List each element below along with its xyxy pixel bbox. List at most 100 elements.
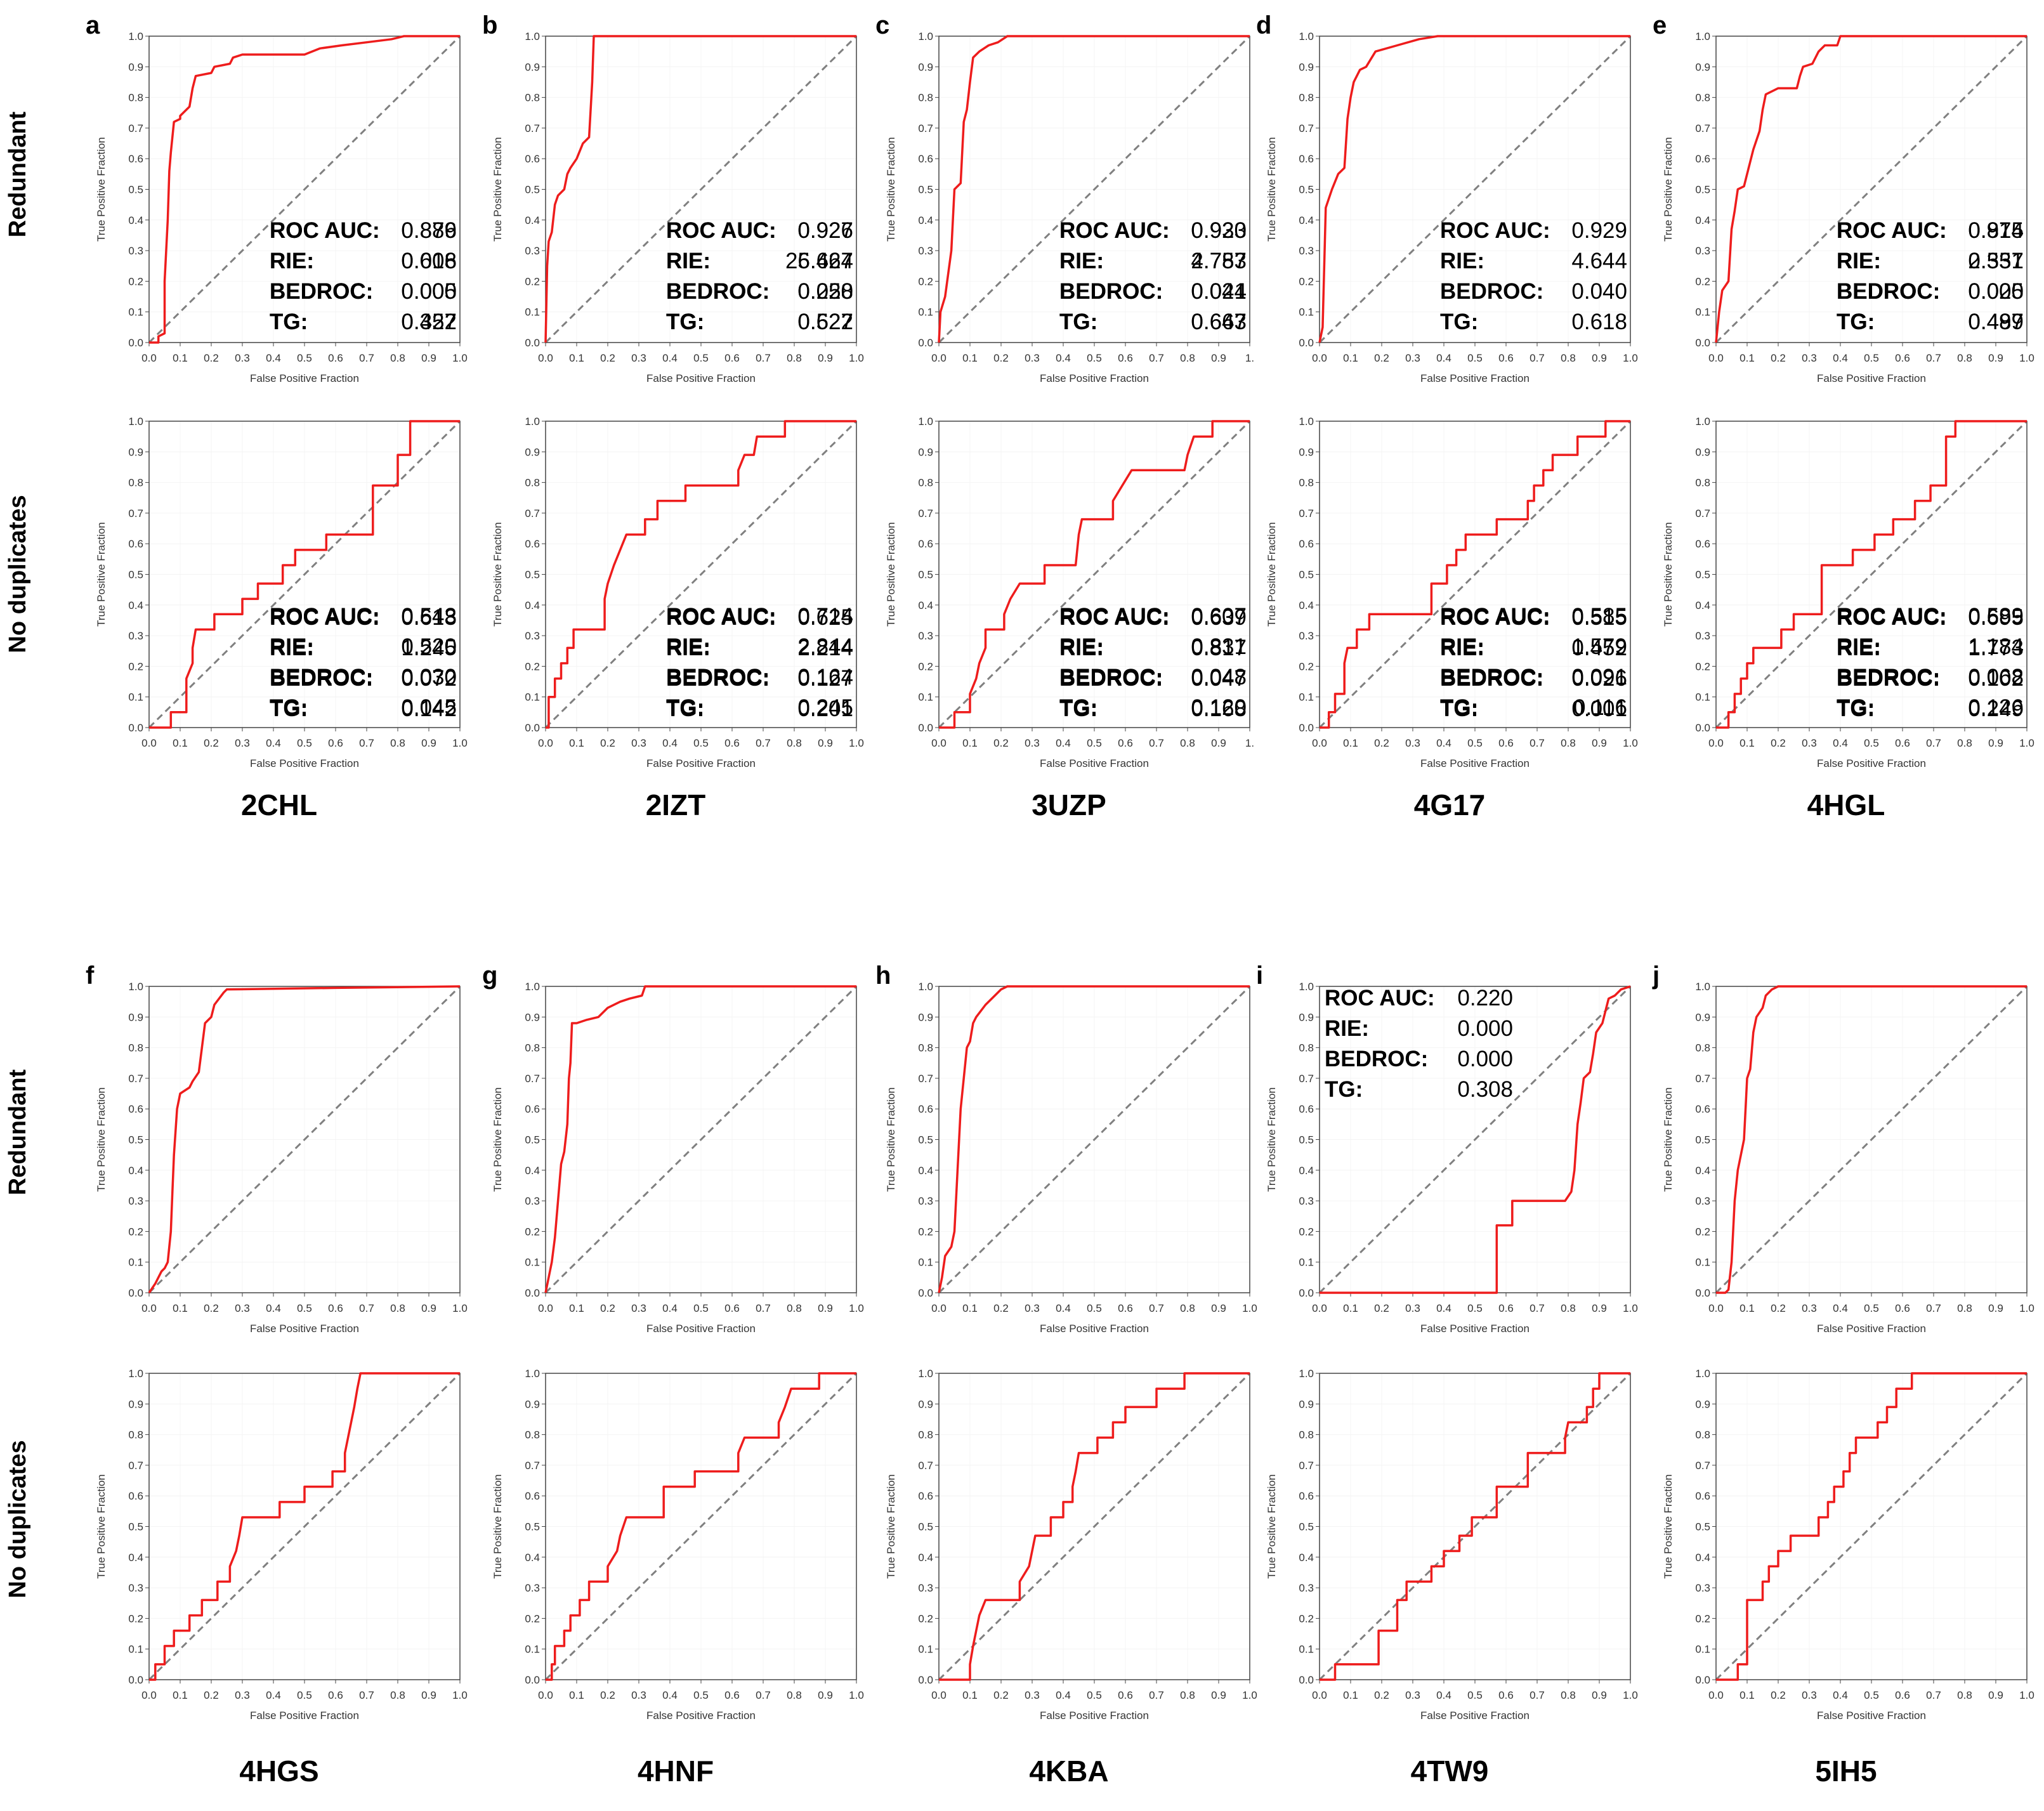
y-tick-label: 0.8 [128, 477, 143, 489]
metric-label: RIE: [666, 636, 711, 660]
y-tick-label: 1.0 [1299, 981, 1314, 993]
y-tick-label: 0.7 [128, 122, 143, 134]
y-tick-label: 0.0 [128, 722, 143, 734]
x-tick-label: 0.1 [173, 352, 188, 364]
x-tick-label: 0.8 [787, 1302, 802, 1314]
metric-value: 0.927 [797, 218, 853, 243]
x-tick-label: 0.5 [297, 737, 312, 749]
x-tick-label: 0.0 [1312, 737, 1327, 749]
y-tick-label: 0.8 [1695, 1429, 1710, 1441]
x-tick-label: 1. [1245, 737, 1254, 749]
metric-label: TG: [1325, 1077, 1363, 1102]
x-tick-label: 0.2 [204, 737, 219, 749]
x-tick-label: 0.5 [1467, 1689, 1483, 1701]
y-axis-label: True Positive Fraction [1662, 522, 1674, 627]
x-tick-label: 0.4 [662, 352, 678, 364]
x-tick-label: 0.8 [390, 1302, 405, 1314]
metric-label: RIE: [1440, 636, 1484, 660]
y-tick-label: 0.2 [918, 275, 933, 287]
metric-value: 0.923 [1191, 218, 1247, 243]
y-tick-label: 0.3 [1299, 1582, 1314, 1594]
y-tick-label: 1.0 [128, 981, 143, 993]
target-label: 3UZP [1032, 788, 1106, 821]
panel-letter: b [482, 11, 497, 39]
x-tick-label: 0.8 [1957, 1689, 1972, 1701]
x-tick-label: 0.2 [1374, 1689, 1389, 1701]
row-label: No duplicates [4, 1440, 31, 1598]
y-tick-label: 0.1 [1299, 306, 1314, 318]
y-tick-label: 0.0 [128, 337, 143, 349]
metric-label: ROC AUC: [1837, 604, 1947, 629]
x-axis-label: False Positive Fraction [1817, 1323, 1926, 1335]
x-tick-label: 0.0 [1312, 352, 1327, 364]
x-tick-label: 0.3 [1025, 1689, 1040, 1701]
x-tick-label: 0.7 [756, 1689, 771, 1701]
y-tick-label: 0.3 [918, 630, 933, 642]
x-tick-label: 0.9 [1211, 1689, 1226, 1701]
random-classifier-diagonal [148, 420, 461, 729]
metric-value: 0.116 [1573, 695, 1627, 720]
x-axis-label: False Positive Fraction [1040, 757, 1149, 769]
x-tick-label: 0.5 [297, 352, 312, 364]
x-tick-label: 0.1 [173, 1302, 188, 1314]
x-tick-label: 0.7 [1149, 737, 1164, 749]
y-tick-label: 0.1 [1695, 306, 1710, 318]
metric-label: RIE: [1059, 249, 1104, 273]
y-tick-label: 0.3 [128, 245, 143, 257]
x-tick-label: 0.7 [1149, 1302, 1164, 1314]
x-tick-label: 0.6 [1498, 737, 1514, 749]
random-classifier-diagonal [1318, 35, 1632, 344]
metric-value: 0.537 [1968, 249, 2024, 273]
y-tick-label: 0.8 [1299, 1042, 1314, 1054]
x-tick-label: 0.9 [1988, 352, 2003, 364]
x-tick-label: 0.0 [1708, 737, 1724, 749]
y-tick-label: 0.3 [918, 245, 933, 257]
random-classifier-diagonal [1715, 985, 2028, 1294]
x-tick-label: 0.1 [173, 1689, 188, 1701]
metric-value: 0.005 [1968, 279, 2024, 304]
y-tick-label: 0.2 [128, 1226, 143, 1238]
y-tick-label: 0.0 [1299, 1674, 1314, 1686]
y-tick-label: 1.0 [1695, 981, 1710, 993]
metric-value: 0.068 [1968, 665, 2024, 690]
y-tick-label: 0.3 [918, 1195, 933, 1207]
metric-value: 0.515 [1571, 605, 1627, 630]
metric-label: ROC AUC: [1440, 604, 1550, 629]
metric-value: 0.422 [401, 310, 457, 334]
y-tick-label: 0.3 [1299, 1195, 1314, 1207]
y-tick-label: 1.0 [1695, 1368, 1710, 1380]
y-tick-label: 0.3 [1695, 245, 1710, 257]
y-tick-label: 1.0 [1695, 415, 1710, 428]
metric-label: RIE: [1440, 634, 1484, 659]
y-tick-label: 0.0 [1695, 1287, 1710, 1299]
y-tick-label: 0.9 [1299, 1398, 1314, 1410]
x-tick-label: 0.6 [1118, 1302, 1133, 1314]
x-tick-label: 0.8 [1180, 1689, 1195, 1701]
y-tick-label: 0.7 [525, 122, 540, 134]
x-tick-label: 0.0 [931, 1302, 947, 1314]
metric-label: ROC AUC: [270, 218, 380, 243]
x-tick-label: 0.6 [724, 1689, 740, 1701]
x-tick-label: 0.5 [693, 1689, 709, 1701]
y-tick-label: 0.4 [1695, 1165, 1710, 1177]
x-tick-label: 0.1 [962, 1689, 978, 1701]
x-tick-label: 0.1 [1739, 1302, 1755, 1314]
y-tick-label: 0.6 [1695, 1490, 1710, 1502]
x-tick-label: 1.0 [1242, 1689, 1257, 1701]
x-tick-label: 0.3 [235, 1689, 250, 1701]
x-tick-label: 0.9 [818, 737, 833, 749]
x-tick-label: 0.1 [569, 1302, 584, 1314]
metric-label: ROC AUC: [1059, 605, 1170, 630]
y-tick-label: 0.9 [1695, 1011, 1710, 1023]
y-tick-label: 0.4 [128, 1165, 143, 1177]
y-tick-label: 0.7 [918, 1460, 933, 1472]
y-axis-label: True Positive Fraction [95, 1474, 107, 1579]
metric-label: BEDROC: [1837, 666, 1940, 691]
y-tick-label: 0.1 [1695, 691, 1710, 703]
y-tick-label: 0.2 [525, 1226, 540, 1238]
random-classifier-diagonal [938, 420, 1251, 729]
x-tick-label: 0.1 [1343, 1302, 1358, 1314]
y-tick-label: 0.1 [918, 1257, 933, 1269]
y-tick-label: 0.6 [525, 153, 540, 165]
x-tick-label: 0.7 [1530, 1689, 1545, 1701]
